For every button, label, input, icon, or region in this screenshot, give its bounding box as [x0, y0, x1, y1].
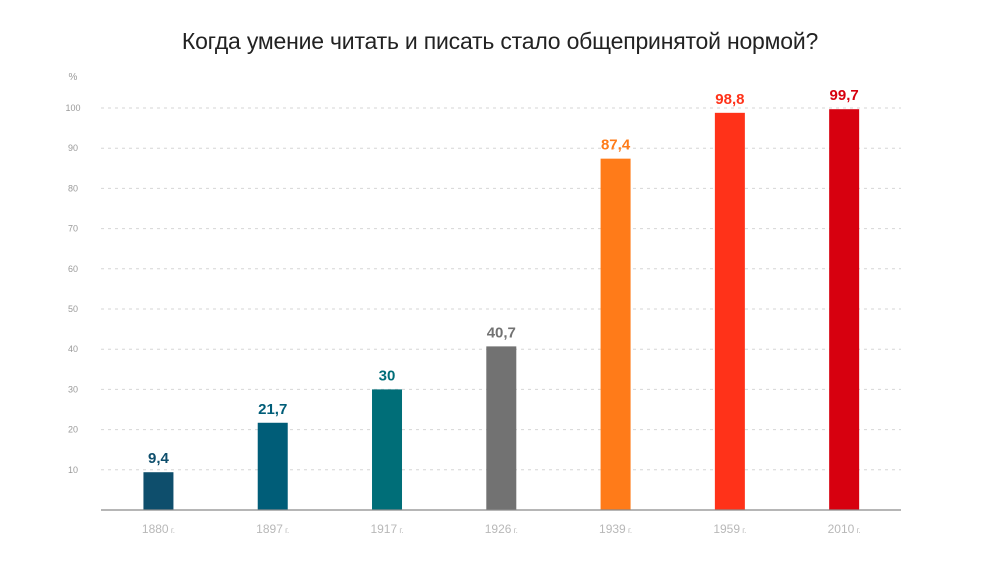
bar [829, 109, 860, 511]
y-tick-label: 70 [68, 224, 78, 234]
data-label: 98,8 [715, 91, 744, 108]
y-tick-label: 50 [68, 304, 78, 314]
data-label: 40,7 [487, 324, 516, 341]
bar [372, 389, 403, 510]
bar [257, 422, 288, 510]
data-label: 30 [379, 367, 396, 384]
bar [714, 112, 745, 510]
y-tick-label: 100 [65, 103, 80, 113]
y-tick-label: 80 [68, 183, 78, 193]
x-tick-label: 1939 г. [599, 522, 632, 536]
data-label: 9,4 [148, 450, 170, 467]
bar [600, 158, 631, 511]
data-label: 99,7 [830, 87, 859, 104]
y-tick-label: 20 [68, 425, 78, 435]
y-tick-label: 10 [68, 465, 78, 475]
y-tick-label: 40 [68, 344, 78, 354]
y-tick-label: 30 [68, 384, 78, 394]
bar [486, 346, 517, 510]
y-axis-unit-label: % [69, 72, 78, 83]
bar [143, 472, 174, 510]
x-tick-label: 1959 г. [713, 522, 746, 536]
x-tick-label: 1917 г. [370, 522, 403, 536]
x-tick-label: 1880 г. [142, 522, 175, 536]
data-label: 87,4 [601, 137, 631, 154]
y-tick-label: 60 [68, 264, 78, 274]
data-label: 21,7 [258, 401, 287, 418]
x-tick-label: 2010 г. [828, 522, 861, 536]
chart-title: Когда умение читать и писать стало общеп… [181, 28, 819, 54]
y-tick-label: 90 [68, 143, 78, 153]
x-tick-label: 1926 г. [485, 522, 518, 536]
x-tick-label: 1897 г. [256, 522, 289, 536]
